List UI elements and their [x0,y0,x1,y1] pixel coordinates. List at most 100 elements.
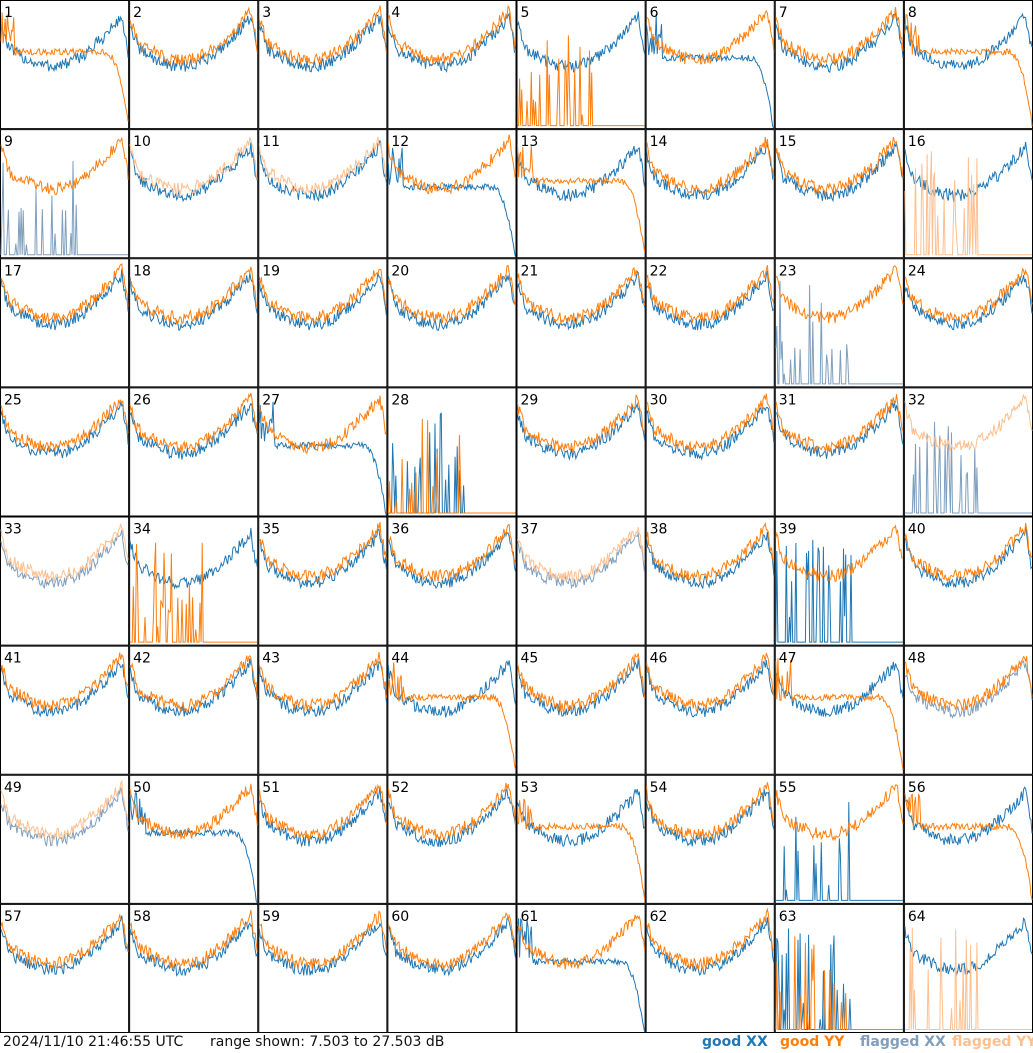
panel-label: 56 [908,780,926,796]
panel-25: 25 [0,387,130,517]
panel-frame [645,0,775,130]
series-good-yy-45 [517,652,646,713]
panel-9: 9 [0,129,130,259]
panel-frame [774,516,904,646]
series-good-xx-8 [904,12,1033,70]
panel-frame [129,516,259,646]
series-good-xx-3 [258,14,387,73]
panel-label: 25 [4,392,22,408]
panel-label: 32 [908,392,926,408]
panel-frame [516,645,646,775]
series-good-yy-2 [129,6,258,66]
panel-56: 56 [903,774,1033,904]
series-good-xx-52 [388,788,516,848]
series-good-xx-56 [904,786,1033,846]
series-good-xx-44 [387,660,516,718]
panel-52: 52 [387,774,517,904]
panel-48: 48 [903,645,1033,775]
panel-frame [129,645,259,775]
panel-frame [0,129,130,259]
panel-27: 27 [258,387,388,517]
panel-frame [129,774,259,904]
series-good-yy-7 [775,7,904,66]
panel-label: 27 [262,392,280,408]
panel-13: 13 [516,129,646,259]
panel-frame [645,516,775,646]
series-good-xx-26 [129,402,258,460]
series-good-yy-1 [0,12,129,122]
series-flagged-yy-11 [258,136,387,195]
panel-label: 60 [391,909,409,925]
series-good-xx-64 [904,917,1033,976]
series-good-xx-1 [0,15,129,73]
panel-39: 39 [774,516,904,646]
panel-47: 47 [774,645,904,775]
panel-53: 53 [516,774,646,904]
series-flagged-yy-16 [904,151,1032,256]
series-good-xx-18 [129,273,258,331]
series-good-yy-17 [0,263,129,324]
panel-20: 20 [387,258,517,388]
series-good-yy-57 [0,914,129,970]
panel-42: 42 [129,645,259,775]
panel-51: 51 [258,774,388,904]
panel-label: 16 [908,134,926,150]
panel-frame [387,129,517,259]
panel-19: 19 [258,258,388,388]
panel-26: 26 [129,387,259,517]
panel-21: 21 [516,258,646,388]
series-good-yy-23 [775,265,904,324]
series-good-xx-47 [775,661,904,718]
panel-28: 28 [387,387,517,517]
panel-5: 5 [516,0,646,130]
panel-frame [645,129,775,259]
series-good-yy-43 [258,652,387,713]
panel-62: 62 [645,903,775,1033]
panel-label: 4 [391,5,400,21]
series-good-xx-25 [0,402,129,459]
panel-3: 3 [258,0,388,130]
series-good-xx-28 [388,412,516,514]
range-label: range shown: 7.503 to 27.503 dB [210,1034,445,1050]
panel-label: 24 [908,263,926,279]
series-flagged-xx-48 [904,660,1033,720]
panel-label: 38 [650,522,668,538]
panel-label: 58 [133,909,151,925]
panel-label: 44 [391,651,409,667]
panel-frame [645,774,775,904]
series-good-xx-20 [387,274,516,332]
panel-label: 13 [521,134,539,150]
series-good-yy-39 [775,524,903,583]
panel-label: 40 [908,522,926,538]
panel-1: 1 [0,0,130,130]
series-good-xx-58 [129,921,258,977]
panel-label: 53 [521,780,539,796]
legend-good-xx: good XX [702,1034,768,1050]
panel-label: 61 [521,909,539,925]
panel-label: 26 [133,392,151,408]
series-good-xx-41 [0,660,129,718]
panel-label: 8 [908,5,917,21]
series-flagged-xx-9 [0,161,129,256]
series-good-xx-40 [904,527,1033,589]
panel-label: 21 [521,263,539,279]
panel-label: 17 [4,263,22,279]
panel-18: 18 [129,258,259,388]
series-good-yy-19 [258,268,387,324]
panel-label: 37 [521,522,539,538]
series-good-yy-62 [646,907,775,971]
series-good-yy-25 [0,399,129,452]
panel-frame [516,387,646,517]
series-good-yy-12 [387,134,516,195]
series-good-xx-13 [517,145,646,202]
series-good-yy-56 [904,793,1033,900]
panel-label: 31 [779,392,797,408]
series-flagged-yy-64 [904,927,1032,1030]
panel-label: 6 [650,5,659,21]
series-good-yy-15 [775,136,904,196]
panel-frame [258,129,388,259]
series-good-yy-53 [517,798,646,900]
series-good-yy-36 [387,523,516,582]
panel-label: 54 [650,780,668,796]
series-good-xx-59 [258,922,387,976]
